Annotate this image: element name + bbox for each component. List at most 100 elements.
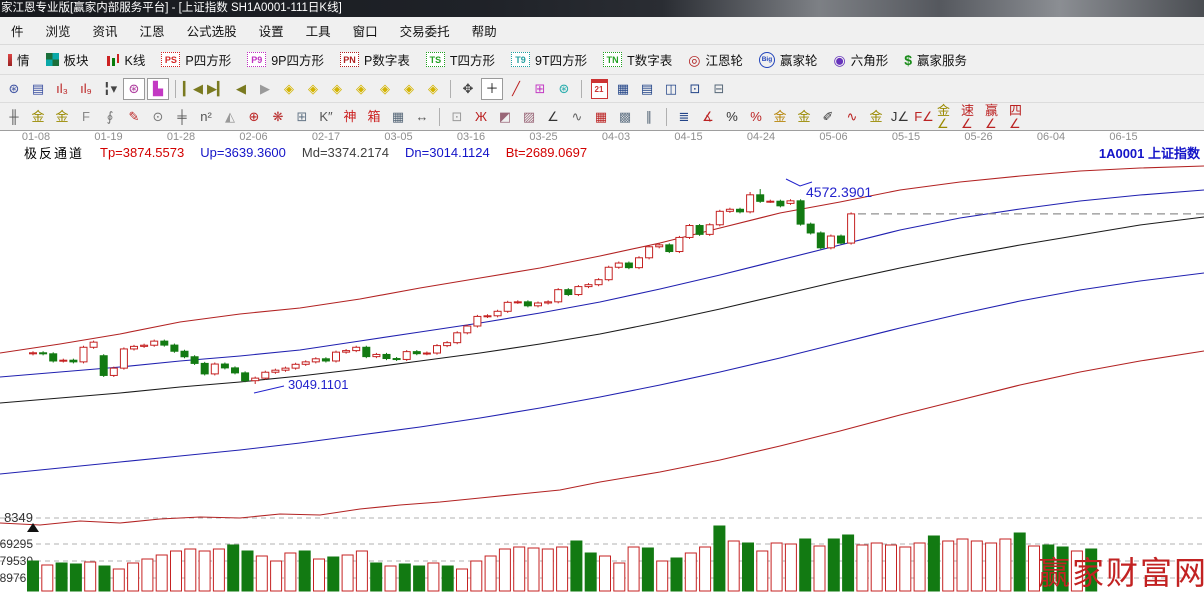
- gold-line-tool-icon[interactable]: 金: [797, 109, 811, 124]
- angle-lines-tool-icon[interactable]: ∠: [547, 109, 559, 124]
- grid-123-tool-icon[interactable]: ▦: [391, 109, 405, 124]
- si-angle-tool-icon[interactable]: 四∠: [1009, 102, 1023, 131]
- j-angle-tool-icon[interactable]: J∠: [890, 109, 910, 124]
- compass-tool-icon[interactable]: ⊕: [248, 109, 260, 124]
- quote-list-icon[interactable]: ▤: [31, 81, 45, 96]
- pen-tool-icon[interactable]: ✎: [128, 109, 140, 124]
- chart-3-icon[interactable]: ıl₃: [56, 81, 68, 96]
- xiang-tool-icon[interactable]: 箱: [367, 109, 381, 124]
- toolbar-button-board[interactable]: 板块: [38, 48, 97, 72]
- zoom-left-icon[interactable]: ◈: [284, 81, 294, 96]
- trend-line-icon[interactable]: ╱: [512, 81, 520, 96]
- shen-tool-icon[interactable]: 神: [343, 109, 357, 124]
- ying-angle-tool-icon[interactable]: 赢∠: [985, 102, 999, 131]
- toolbar-button-t-square[interactable]: TS T四方形: [418, 48, 503, 72]
- su-angle-tool-icon[interactable]: 速∠: [961, 102, 975, 131]
- percent-tool-icon[interactable]: %: [726, 109, 738, 124]
- toolbar-button-winner-wheel[interactable]: Big 赢家轮: [751, 48, 826, 72]
- date-tick-02-06: 02-06: [239, 131, 268, 143]
- chart-9-icon[interactable]: ıl₉: [80, 81, 92, 96]
- send-pc-icon[interactable]: ⊡: [689, 81, 701, 96]
- menu-item-8[interactable]: 交易委托: [399, 25, 450, 39]
- prev-icon[interactable]: ◀: [236, 81, 246, 96]
- candle-style-icon[interactable]: ╏▾: [102, 81, 118, 96]
- fan-lines-tool-icon[interactable]: Ж: [474, 109, 487, 124]
- wave-tool-icon[interactable]: ∿: [571, 109, 583, 124]
- gold-angle-tool-icon[interactable]: 金∠: [937, 102, 951, 131]
- toolbar-button-kline[interactable]: K线: [97, 48, 154, 72]
- chart-svg[interactable]: 8349 69295 79530 89765 4572.3901 3049.1101 赢家财…: [0, 160, 1204, 593]
- zoom-compress-icon[interactable]: ◈: [356, 81, 366, 96]
- f-tool-icon[interactable]: F: [82, 109, 90, 124]
- toolbar-button-p-number[interactable]: PN P数字表: [332, 48, 418, 72]
- calendar-icon[interactable]: 21: [588, 78, 610, 100]
- ruler-tool-icon[interactable]: ╪: [177, 109, 187, 124]
- band-tool-icon[interactable]: ⊞: [534, 81, 546, 96]
- red-wave-tool-icon[interactable]: ∿: [846, 109, 858, 124]
- gold-tool-1-icon[interactable]: 金: [31, 109, 45, 124]
- percent2-tool-icon[interactable]: %: [750, 109, 762, 124]
- next-icon[interactable]: ▶: [260, 81, 270, 96]
- menu-item-7[interactable]: 窗口: [352, 25, 378, 39]
- color-chart-icon[interactable]: ▙: [147, 77, 169, 100]
- web-grid-tool-icon[interactable]: ⊞: [296, 109, 308, 124]
- crosshair-icon[interactable]: ＋: [481, 77, 503, 100]
- toolbar-button-gann-wheel[interactable]: ◎ 江恩轮: [680, 48, 751, 72]
- parallel-tool-icon[interactable]: ∥: [645, 109, 653, 124]
- toolbar-button-p9-square[interactable]: P9 9P四方形: [239, 48, 332, 72]
- menu-item-5[interactable]: 设置: [258, 25, 284, 39]
- last-page-icon[interactable]: ▶▎: [207, 81, 227, 96]
- notepad-icon[interactable]: ▤: [640, 81, 654, 96]
- zoom-expand-icon[interactable]: ◈: [380, 81, 390, 96]
- zoom-h-icon[interactable]: ◈: [332, 81, 342, 96]
- calculator-icon[interactable]: ▦: [616, 81, 630, 96]
- target-grid-tool-icon[interactable]: ▩: [618, 109, 632, 124]
- save-icon[interactable]: ◫: [664, 81, 678, 96]
- red-grid-tool-icon[interactable]: ▦: [594, 109, 608, 124]
- grid-tool-icon[interactable]: ╫: [9, 109, 19, 124]
- k-mark-tool-icon[interactable]: K″: [319, 109, 333, 124]
- toolbar-button-hexagon[interactable]: ◉ 六角形: [825, 48, 896, 72]
- toolbar-button-t-number[interactable]: TN T数字表: [595, 48, 680, 72]
- toolbar-button-p-square[interactable]: PS P四方形: [153, 48, 239, 72]
- hand-tool-icon[interactable]: ✥: [462, 81, 474, 96]
- n-square-tool-icon[interactable]: n²: [200, 109, 212, 124]
- angle-percent-tool-icon[interactable]: ∡: [702, 109, 714, 124]
- knot-tool-icon[interactable]: ⊛: [558, 81, 570, 96]
- box-axis-tool-icon[interactable]: ⊡: [451, 109, 463, 124]
- menu-item-3[interactable]: 江恩: [139, 25, 165, 39]
- menu-item-2[interactable]: 资讯: [92, 25, 118, 39]
- menu-item-4[interactable]: 公式选股: [186, 25, 237, 39]
- zoom-right-icon[interactable]: ◈: [308, 81, 318, 96]
- toolbar-button-quote[interactable]: 情: [0, 48, 38, 72]
- f-angle-tool-icon[interactable]: F∠: [914, 109, 934, 124]
- zoom-all-icon[interactable]: ◈: [428, 81, 438, 96]
- menu-item-9[interactable]: 帮助: [471, 25, 497, 39]
- star-grid-tool-icon[interactable]: ❋: [272, 109, 284, 124]
- print-icon[interactable]: ⊟: [713, 81, 725, 96]
- fan-box2-tool-icon[interactable]: ▨: [522, 109, 536, 124]
- gold-tool-2-icon[interactable]: 金: [55, 109, 69, 124]
- circle-tool-icon[interactable]: ⊙: [152, 109, 164, 124]
- menu-item-1[interactable]: 浏览: [45, 25, 71, 39]
- net-highlight-icon[interactable]: ⊛: [123, 77, 145, 100]
- first-page-icon[interactable]: ▎◀: [183, 81, 203, 96]
- gold-box-tool-icon[interactable]: 金: [869, 109, 883, 124]
- levels-tool-icon[interactable]: ≣: [678, 109, 690, 124]
- candles-layer: [29, 189, 856, 385]
- title-bar[interactable]: 家江恩专业版[赢家内部服务平台] - [上证指数 SH1A0001-111日K线…: [0, 0, 1204, 17]
- menu-item-6[interactable]: 工具: [305, 25, 331, 39]
- toolbar-button-winner-service[interactable]: $ 赢家服务: [896, 48, 975, 72]
- menu-item-0[interactable]: 件: [11, 25, 24, 39]
- date-tick-06-15: 06-15: [1109, 131, 1138, 143]
- channel-line-Tp: [0, 165, 1204, 354]
- brush-tool-icon[interactable]: ✐: [822, 109, 834, 124]
- gold-circle-tool-icon[interactable]: 金: [773, 109, 787, 124]
- fan-box-tool-icon[interactable]: ◩: [498, 109, 512, 124]
- toolbar-button-t9-square[interactable]: T9 9T四方形: [503, 48, 595, 72]
- net-icon[interactable]: ⊛: [8, 81, 20, 96]
- spiral-tool-icon[interactable]: ∮: [106, 109, 114, 124]
- zoom-fit-icon[interactable]: ◈: [404, 81, 414, 96]
- angle-tool-icon[interactable]: ◭: [225, 109, 235, 124]
- width-tool-icon[interactable]: ↔: [415, 109, 429, 124]
